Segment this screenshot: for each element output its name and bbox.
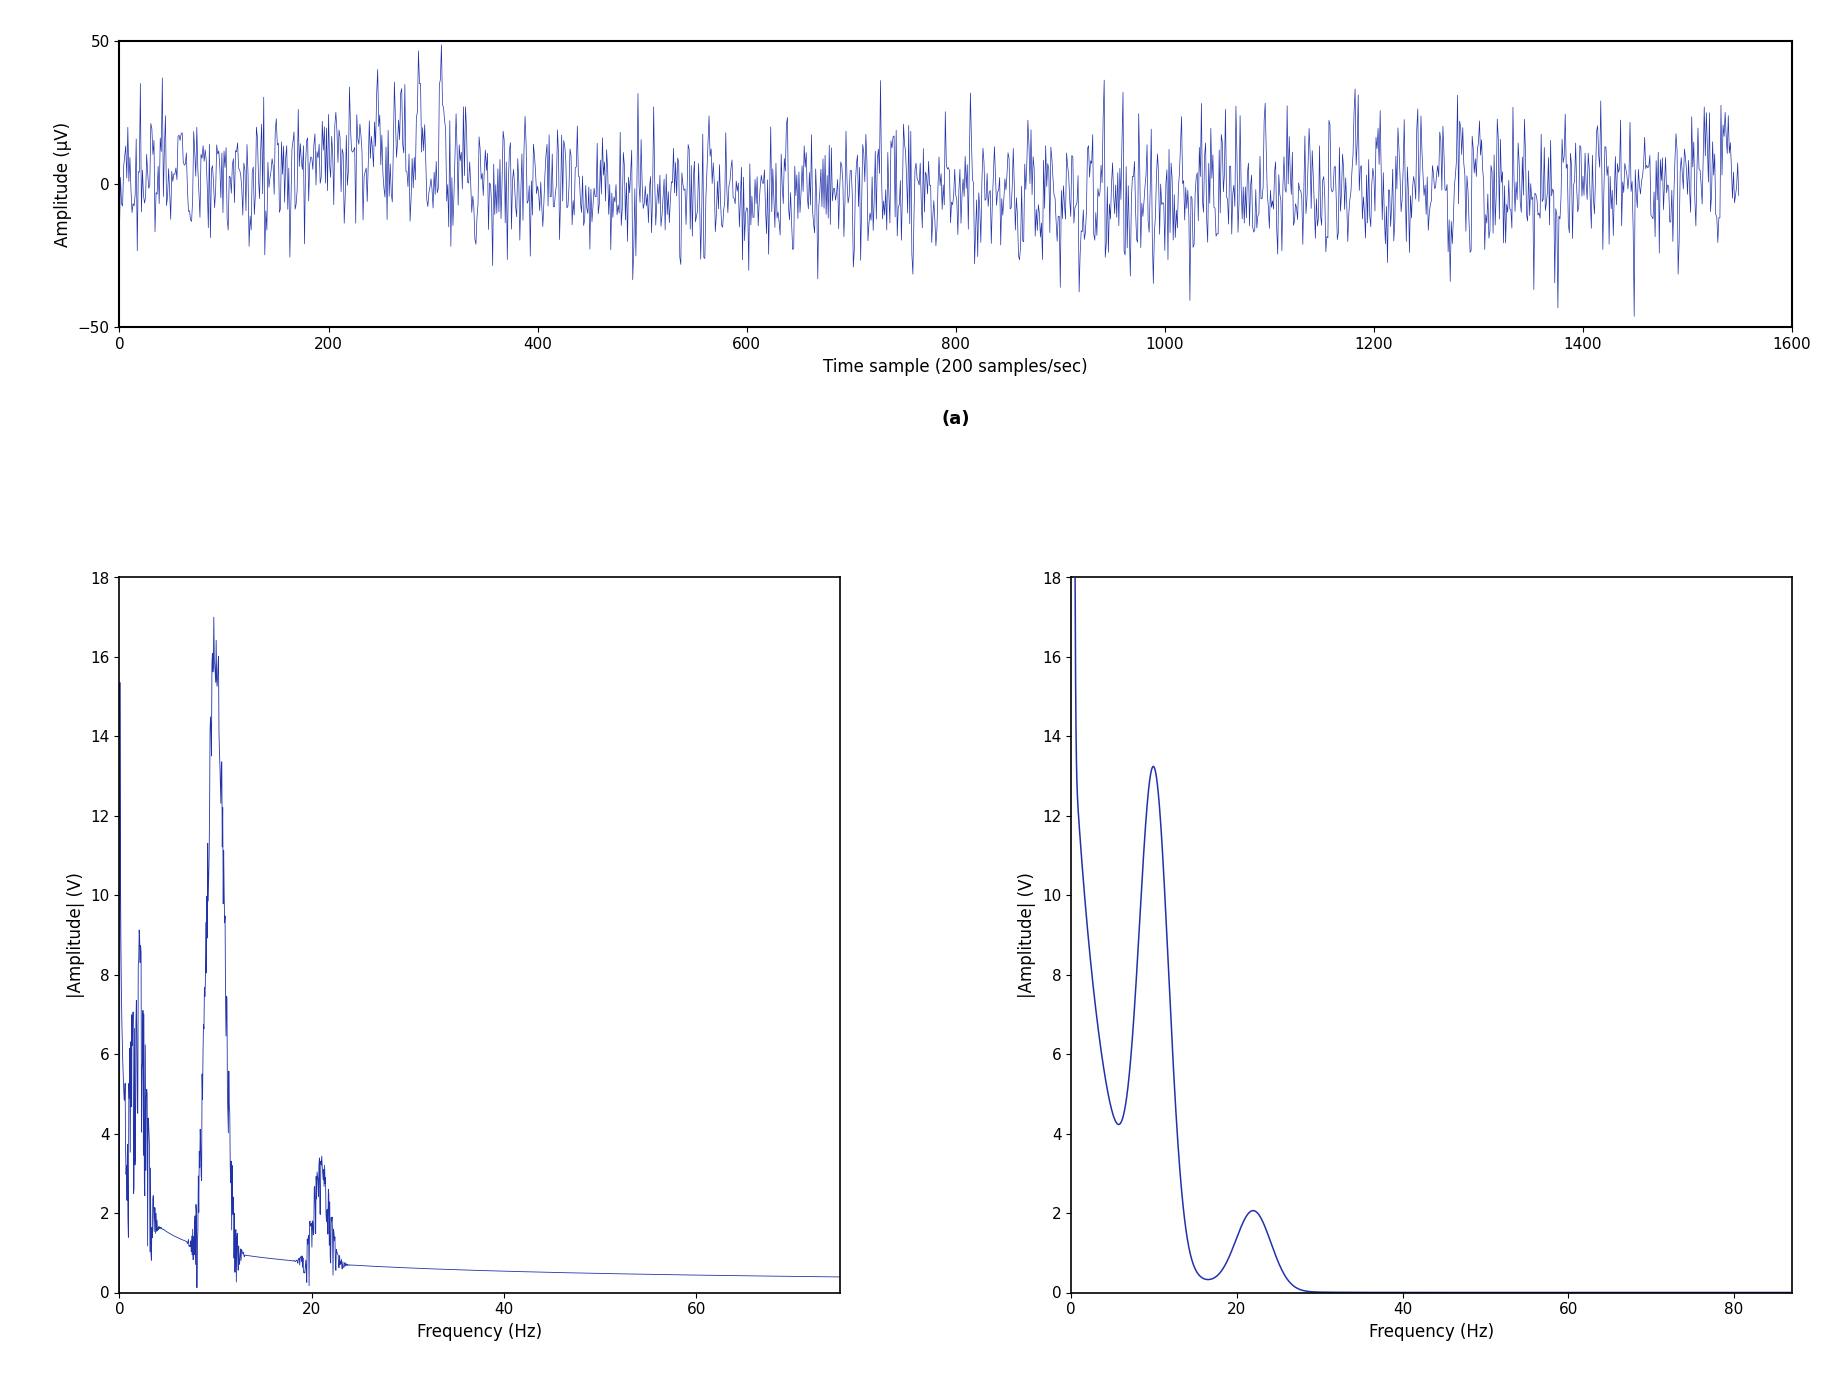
Y-axis label: |Amplitude| (V): |Amplitude| (V) (66, 872, 85, 998)
Text: (a): (a) (941, 410, 970, 428)
X-axis label: Time sample (200 samples/sec): Time sample (200 samples/sec) (823, 358, 1088, 375)
Y-axis label: |Amplitude| (V): |Amplitude| (V) (1018, 872, 1037, 998)
Y-axis label: Amplitude (μV): Amplitude (μV) (53, 122, 72, 248)
X-axis label: Frequency (Hz): Frequency (Hz) (417, 1323, 542, 1341)
X-axis label: Frequency (Hz): Frequency (Hz) (1369, 1323, 1494, 1341)
